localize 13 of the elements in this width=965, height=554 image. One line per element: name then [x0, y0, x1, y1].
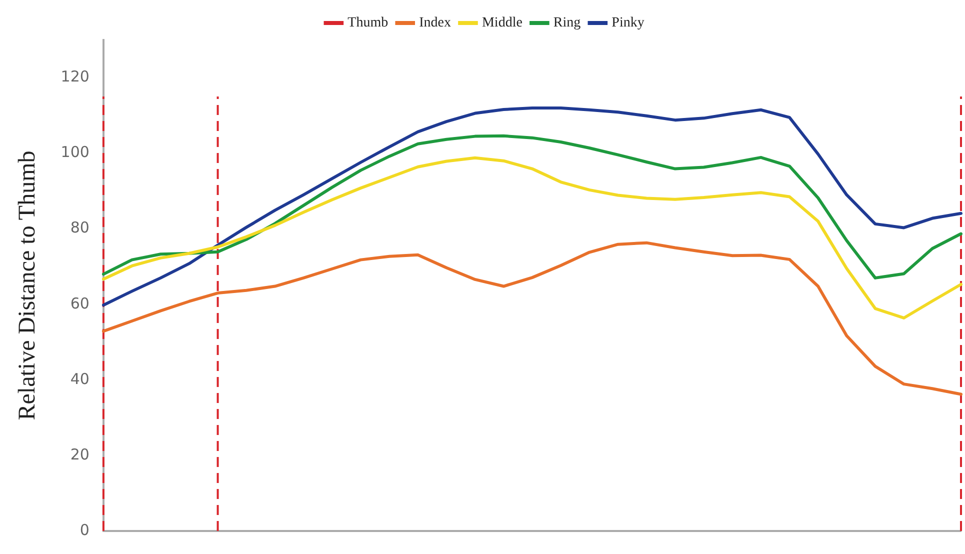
y-tick-label: 20	[70, 445, 90, 464]
legend-label: Ring	[553, 16, 581, 31]
y-tick-label: 100	[60, 143, 90, 162]
y-tick-label: 60	[70, 294, 90, 312]
legend-label: Thumb	[348, 16, 388, 31]
y-axis-title: Relative Distance to Thumb	[14, 150, 41, 420]
legend-label: Index	[419, 16, 451, 31]
legend-label: Pinky	[612, 16, 644, 31]
legend-label: Middle	[482, 16, 522, 31]
y-tick-label: 0	[80, 520, 90, 539]
y-tick-label: 40	[70, 370, 90, 388]
y-tick-label: 120	[60, 68, 90, 86]
y-tick-label: 80	[70, 218, 90, 237]
